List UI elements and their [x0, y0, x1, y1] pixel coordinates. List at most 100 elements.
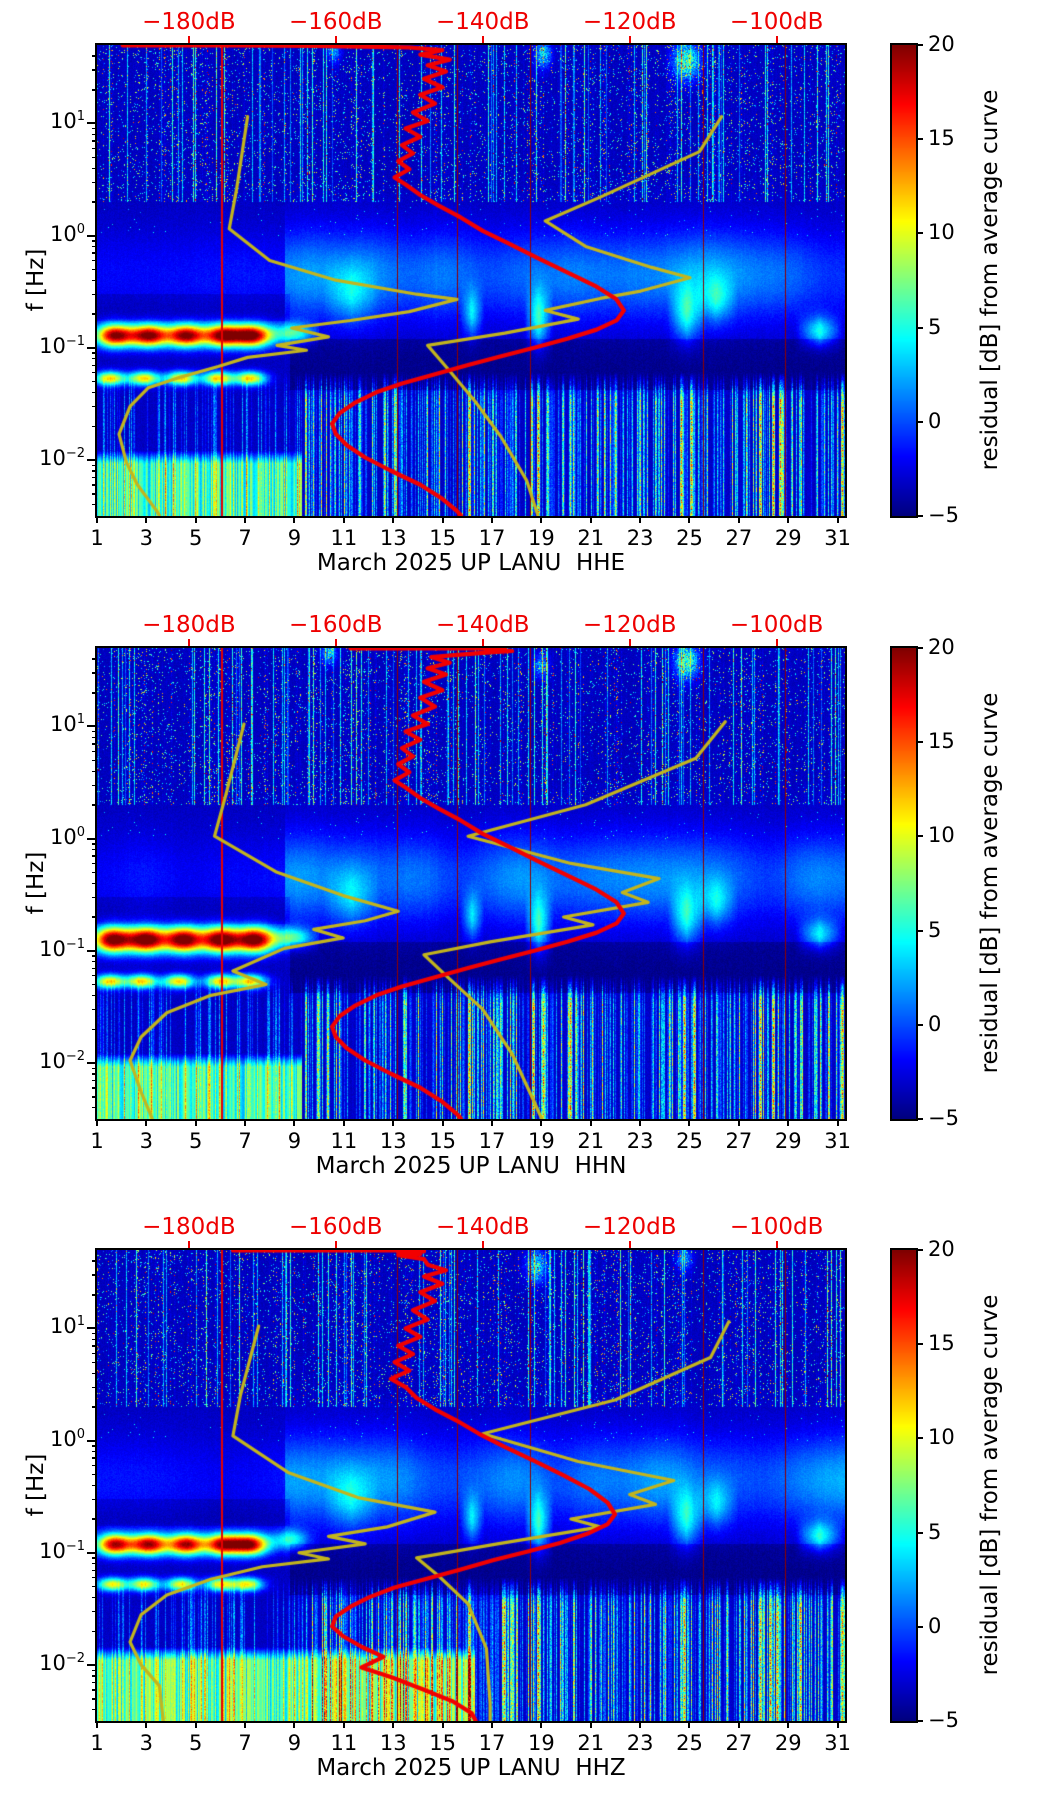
top-tick-hhz-1: [334, 1241, 338, 1248]
x-tick-hhz-21: [589, 1721, 592, 1728]
cb-tick-hhn-15: [916, 741, 923, 744]
y-tick-hhn-1e1: [87, 725, 97, 728]
x-tick-hhz-3: [145, 1721, 148, 1728]
x-tick-hhn-23: [639, 1119, 642, 1126]
x-tick-hhe-11: [342, 516, 345, 523]
x-tick-label-hhe-29: 29: [774, 526, 802, 550]
y-tick-hhn-1e-1: [87, 949, 97, 952]
y-tick-label-hhe-1e0: 100: [49, 221, 85, 246]
top-tick-hhe-4: [775, 36, 779, 43]
cb-tick-label-hhe--5: −5: [928, 503, 959, 527]
top-tick-hhn-0: [187, 639, 191, 646]
colorbar-label-hhn: residual [dB] from average curve: [977, 692, 1003, 1074]
y-tick-hhe-1e-2: [87, 458, 97, 461]
x-tick-hhe-5: [194, 516, 197, 523]
y-tick-hhn-1e0: [87, 837, 97, 840]
x-tick-label-hhe-7: 7: [238, 526, 252, 550]
cb-tick-hhz-10: [916, 1437, 923, 1440]
y-tick-label-hhn-1e-1: 10−1: [39, 936, 85, 961]
top-tick-hhz-3: [628, 1241, 632, 1248]
x-tick-hhz-25: [688, 1721, 691, 1728]
x-tick-label-hhe-5: 5: [189, 526, 203, 550]
top-tick-hhn-4: [775, 639, 779, 646]
top-tick-label-hhn-1: −160dB: [289, 612, 383, 638]
x-tick-hhn-11: [342, 1119, 345, 1126]
x-tick-label-hhn-27: 27: [725, 1129, 753, 1153]
cb-tick-hhz-15: [916, 1343, 923, 1346]
x-tick-hhz-1: [96, 1721, 98, 1728]
x-tick-label-hhz-13: 13: [379, 1731, 407, 1755]
top-tick-hhz-4: [775, 1241, 779, 1248]
y-tick-label-hhz-1e-1: 10−1: [39, 1538, 85, 1563]
x-tick-label-hhe-11: 11: [330, 526, 358, 550]
cb-tick-hhz-0: [916, 1625, 923, 1628]
y-axis-label-hhe: f [Hz]: [23, 248, 49, 312]
x-tick-hhe-9: [293, 516, 296, 523]
x-tick-hhz-9: [293, 1721, 296, 1728]
x-tick-label-hhn-29: 29: [774, 1129, 802, 1153]
x-tick-label-hhn-9: 9: [287, 1129, 302, 1153]
x-tick-label-hhe-27: 27: [725, 526, 753, 550]
spectrogram-image-hhz: [97, 1250, 845, 1721]
cb-tick-hhz-5: [916, 1531, 923, 1534]
x-tick-label-hhz-1: 1: [90, 1731, 104, 1755]
top-tick-hhn-3: [628, 639, 632, 646]
top-tick-label-hhn-3: −120dB: [582, 612, 677, 638]
top-tick-label-hhz-3: −120dB: [582, 1214, 677, 1240]
x-tick-label-hhe-9: 9: [287, 526, 302, 550]
y-tick-label-hhe-1e-2: 10−2: [39, 445, 85, 470]
x-tick-hhz-7: [244, 1721, 247, 1728]
x-tick-label-hhn-23: 23: [626, 1129, 654, 1153]
y-tick-label-hhe-1e1: 101: [49, 109, 85, 134]
x-tick-hhe-21: [589, 516, 592, 523]
top-tick-label-hhz-0: −180dB: [142, 1214, 236, 1240]
x-tick-label-hhe-15: 15: [429, 526, 456, 550]
x-tick-label-hhn-19: 19: [527, 1129, 555, 1153]
x-tick-hhn-13: [392, 1119, 395, 1126]
x-tick-hhz-17: [490, 1721, 493, 1728]
x-tick-hhn-31: [836, 1119, 839, 1126]
x-tick-hhz-11: [342, 1721, 345, 1728]
x-tick-hhz-5: [194, 1721, 197, 1728]
x-tick-hhz-29: [787, 1721, 790, 1728]
y-tick-hhe-1e0: [87, 234, 97, 237]
x-tick-hhe-3: [145, 516, 148, 523]
colorbar-label-hhz: residual [dB] from average curve: [977, 1294, 1003, 1676]
top-tick-label-hhz-1: −160dB: [289, 1214, 383, 1240]
x-tick-hhe-19: [540, 516, 543, 523]
x-tick-label-hhz-21: 21: [577, 1731, 605, 1755]
x-tick-label-hhz-11: 11: [330, 1731, 358, 1755]
x-tick-hhz-31: [836, 1721, 839, 1728]
y-tick-hhz-1e1: [87, 1327, 97, 1330]
top-tick-hhz-2: [481, 1241, 485, 1248]
top-tick-label-hhe-1: −160dB: [289, 9, 383, 35]
cb-tick-hhe-15: [916, 138, 923, 141]
y-tick-label-hhn-1e1: 101: [49, 712, 85, 737]
x-tick-label-hhn-15: 15: [429, 1129, 456, 1153]
y-tick-label-hhz-1e-2: 10−2: [39, 1650, 85, 1675]
x-tick-hhe-27: [737, 516, 740, 523]
top-tick-hhe-2: [481, 36, 485, 43]
cb-tick-hhn-5: [916, 929, 923, 932]
cb-tick-label-hhe-20: 20: [928, 32, 955, 56]
colorbar-hhe: [892, 45, 916, 516]
y-tick-hhz-1e-2: [87, 1663, 97, 1666]
x-tick-label-hhz-31: 31: [824, 1731, 851, 1755]
x-tick-hhn-27: [737, 1119, 740, 1126]
x-tick-hhn-1: [96, 1119, 98, 1126]
spectrogram-image-hhe: [97, 45, 845, 516]
cb-tick-hhn--5: [916, 1118, 923, 1120]
y-tick-hhe-1e-1: [87, 346, 97, 349]
x-tick-label-hhe-17: 17: [478, 526, 506, 550]
x-tick-label-hhn-11: 11: [330, 1129, 358, 1153]
x-tick-label-hhz-15: 15: [429, 1731, 456, 1755]
cb-tick-hhe-20: [916, 44, 923, 46]
colorbar-label-hhe: residual [dB] from average curve: [977, 89, 1003, 471]
x-tick-label-hhz-7: 7: [238, 1731, 252, 1755]
x-tick-label-hhe-21: 21: [577, 526, 605, 550]
y-tick-label-hhn-1e0: 100: [49, 824, 85, 849]
x-tick-label-hhz-5: 5: [189, 1731, 203, 1755]
cb-tick-hhe--5: [916, 515, 923, 517]
x-tick-label-hhz-9: 9: [287, 1731, 302, 1755]
